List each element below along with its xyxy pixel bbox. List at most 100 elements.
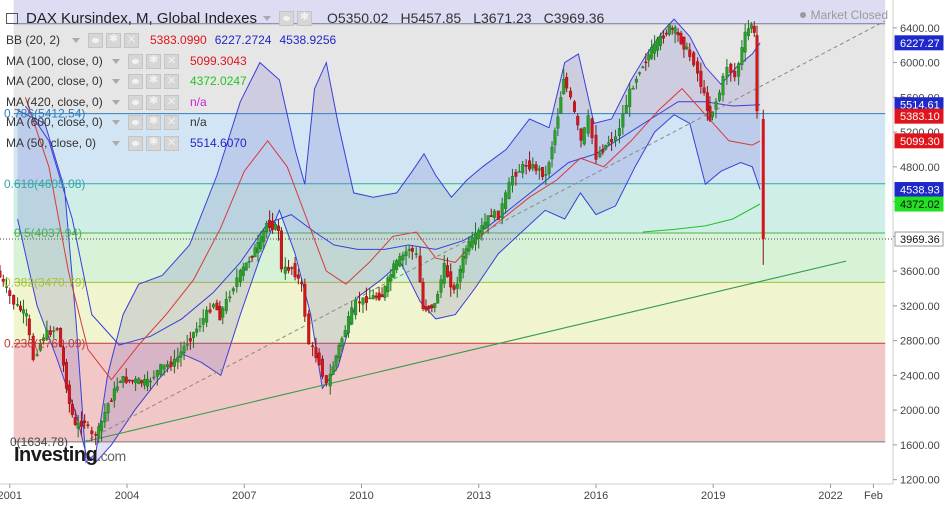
candle: [155, 369, 159, 386]
eye-icon[interactable]: [128, 53, 143, 69]
candle: [458, 265, 462, 290]
candle-body: [354, 299, 358, 316]
candle: [729, 62, 733, 82]
eye-icon[interactable]: [88, 32, 103, 48]
candle: [638, 71, 642, 76]
candle: [361, 297, 365, 314]
candle-body: [621, 113, 625, 128]
eye-icon[interactable]: [128, 73, 143, 89]
candle: [274, 222, 278, 231]
candle: [477, 227, 481, 249]
ohlc-high: H5457.85: [400, 10, 462, 26]
eye-icon[interactable]: [278, 10, 294, 26]
candle-body: [238, 270, 242, 282]
candle: [140, 379, 144, 388]
candle-body: [610, 139, 614, 143]
close-icon[interactable]: [164, 94, 179, 110]
chevron-down-icon[interactable]: [262, 15, 271, 21]
gear-icon[interactable]: [146, 135, 161, 151]
candle: [148, 377, 152, 391]
candle: [70, 399, 74, 418]
candle-body: [688, 49, 692, 57]
candle-body: [614, 136, 618, 141]
indicator-row: MA (600, close, 0) n/a: [6, 113, 207, 131]
candle-body: [70, 404, 74, 416]
candle: [467, 236, 471, 256]
candle: [624, 94, 628, 114]
candle: [283, 257, 287, 280]
candle-body: [276, 225, 280, 231]
candle-body: [179, 351, 183, 358]
chevron-down-icon[interactable]: [112, 140, 120, 146]
candle-body: [631, 88, 635, 90]
candle: [343, 325, 347, 338]
candle: [253, 243, 257, 258]
candle-body: [293, 263, 297, 278]
candle: [143, 374, 147, 390]
gear-icon[interactable]: [296, 10, 312, 26]
ma200-line: [642, 203, 761, 233]
candle-body: [550, 146, 554, 160]
candle: [647, 49, 651, 68]
candle: [740, 40, 744, 71]
close-icon[interactable]: [164, 73, 179, 89]
candle-body: [42, 337, 46, 342]
candle-body: [287, 267, 291, 271]
candle: [247, 256, 251, 269]
candle-body: [94, 434, 98, 436]
candle-body: [486, 215, 490, 226]
menu-icon[interactable]: [6, 12, 18, 24]
candle-body: [628, 88, 632, 107]
chevron-down-icon[interactable]: [112, 58, 120, 64]
chevron-down-icon[interactable]: [112, 119, 120, 125]
close-icon[interactable]: [164, 114, 179, 130]
candle-body: [452, 285, 456, 290]
candle: [86, 421, 90, 429]
gear-icon[interactable]: [146, 114, 161, 130]
candle-body: [500, 203, 504, 219]
candle-body: [343, 330, 347, 337]
ohlc-low-value: 3671.23: [480, 10, 532, 26]
candle: [483, 213, 487, 230]
candle: [676, 28, 680, 42]
candle: [377, 286, 381, 302]
gear-icon[interactable]: [146, 94, 161, 110]
candle: [271, 212, 275, 234]
close-icon[interactable]: [164, 53, 179, 69]
candle: [673, 25, 677, 44]
candle: [658, 32, 662, 51]
eye-icon[interactable]: [128, 114, 143, 130]
candle-body: [176, 356, 180, 363]
candle-body: [148, 380, 152, 383]
candle: [702, 80, 706, 96]
candle-body: [377, 292, 381, 300]
candle: [631, 85, 635, 90]
chevron-down-icon[interactable]: [72, 37, 80, 43]
indicator-row: BB (20, 2) 5383.0990 6227.2724 4538.9256: [6, 31, 336, 49]
candle-body: [576, 116, 580, 126]
gear-icon[interactable]: [146, 53, 161, 69]
candle-body: [5, 286, 9, 288]
gear-icon[interactable]: [146, 73, 161, 89]
candle: [311, 341, 315, 357]
eye-icon[interactable]: [128, 94, 143, 110]
close-icon[interactable]: [164, 135, 179, 151]
close-icon[interactable]: [124, 32, 139, 48]
gear-icon[interactable]: [106, 32, 121, 48]
candle-body: [328, 373, 332, 387]
chevron-down-icon[interactable]: [112, 99, 120, 105]
candle: [31, 333, 35, 362]
candle: [407, 245, 411, 259]
candle: [262, 228, 266, 250]
candle-body: [182, 346, 186, 354]
chevron-down-icon[interactable]: [112, 78, 120, 84]
candle: [300, 278, 304, 292]
candle-body: [464, 248, 468, 259]
eye-icon[interactable]: [128, 135, 143, 151]
candle: [504, 190, 508, 214]
candle: [380, 287, 384, 298]
candle-body: [421, 282, 425, 309]
candle-body: [559, 97, 563, 114]
candle: [653, 35, 657, 61]
